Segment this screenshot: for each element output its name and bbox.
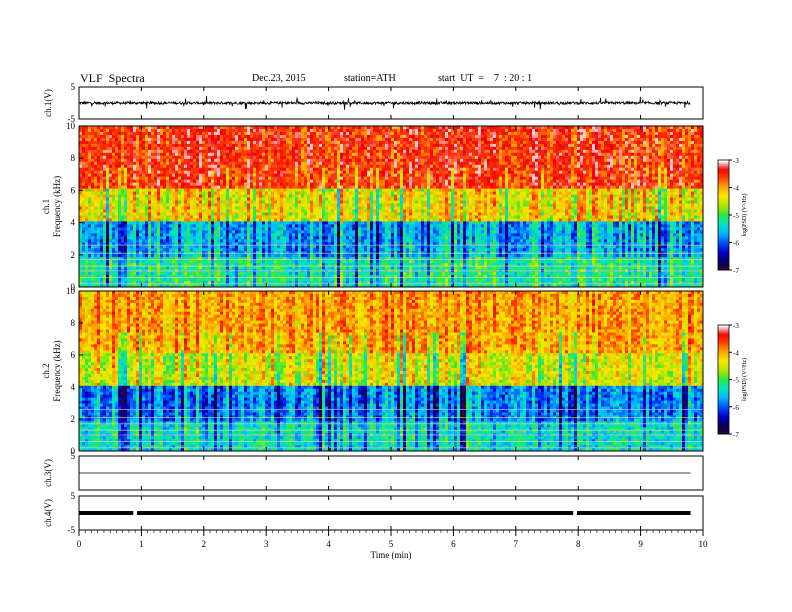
date-label: Dec.23, 2015 [252, 73, 306, 84]
y-tick-label: 8 [71, 318, 76, 328]
y-tick-label: 4 [71, 382, 76, 392]
x-tick-label: 10 [699, 539, 709, 549]
channel-label: ch.3(V) [43, 459, 53, 487]
colorbar-tick-label: -7 [733, 431, 739, 439]
x-tick-label: 5 [389, 539, 394, 549]
ch4-waveform-trace [576, 511, 691, 515]
ch4-waveform-trace [79, 511, 134, 515]
channel-label: ch.4(V) [43, 499, 53, 527]
y-tick-label: 0 [71, 446, 76, 456]
colorbar-label: log(PSD) (V²/Hz) [741, 358, 748, 401]
spectrogram-ch2 [79, 291, 704, 452]
x-tick-label: 4 [326, 539, 331, 549]
y-tick-label: 5 [71, 82, 76, 92]
x-tick-label: 2 [202, 539, 207, 549]
ch4-waveform-trace [137, 511, 574, 515]
x-tick-label: 7 [514, 539, 519, 549]
y-tick-label: -5 [68, 525, 76, 535]
x-tick-label: 0 [77, 539, 82, 549]
y-axis-label: Frequency (kHz) [52, 176, 62, 237]
y-tick-label: 5 [71, 491, 76, 501]
colorbar-tick-label: -6 [733, 404, 739, 412]
x-tick-label: 1 [139, 539, 144, 549]
x-tick-label: 9 [638, 539, 643, 549]
y-tick-label: 0 [71, 282, 76, 292]
colorbar-tick-label: -4 [733, 185, 739, 193]
colorbar [718, 160, 729, 271]
y-tick-label: 6 [71, 350, 76, 360]
y-tick-label: 10 [66, 121, 76, 131]
y-tick-label: 8 [71, 153, 76, 163]
y-tick-label: 5 [71, 451, 76, 461]
start-time-label: start UT = 7 : 20 : 1 [438, 73, 532, 84]
colorbar-tick-label: -3 [733, 157, 739, 165]
x-tick-label: 3 [264, 539, 269, 549]
x-axis-label: Time (min) [371, 550, 412, 560]
spectrogram-ch1 [79, 126, 704, 288]
y-tick-label: 2 [71, 414, 76, 424]
y-tick-label: 4 [71, 218, 76, 228]
station-label: station=ATH [344, 73, 396, 84]
colorbar-label: log(PSD) (V²/Hz) [741, 194, 748, 237]
ch1-waveform-trace [78, 95, 691, 110]
y-axis-label: Frequency (kHz) [52, 340, 62, 401]
plot-title: VLF Spectra [80, 71, 145, 86]
colorbar [718, 325, 729, 435]
x-tick-label: 6 [451, 539, 456, 549]
colorbar-tick-label: -4 [733, 349, 739, 357]
colorbar-tick-label: -3 [733, 322, 739, 330]
channel-label: ch.1(V) [43, 89, 53, 117]
y-tick-label: 6 [71, 185, 76, 195]
colorbar-tick-label: -6 [733, 240, 739, 248]
colorbar-tick-label: -5 [733, 377, 739, 385]
y-tick-label: 2 [71, 250, 76, 260]
x-tick-label: 8 [576, 539, 581, 549]
y-tick-label: -5 [68, 114, 76, 124]
channel-label: ch.1 [41, 199, 51, 214]
colorbar-tick-label: -5 [733, 212, 739, 220]
channel-label: ch.2 [41, 363, 51, 378]
colorbar-tick-label: -7 [733, 267, 739, 275]
y-tick-label: 10 [66, 286, 76, 296]
